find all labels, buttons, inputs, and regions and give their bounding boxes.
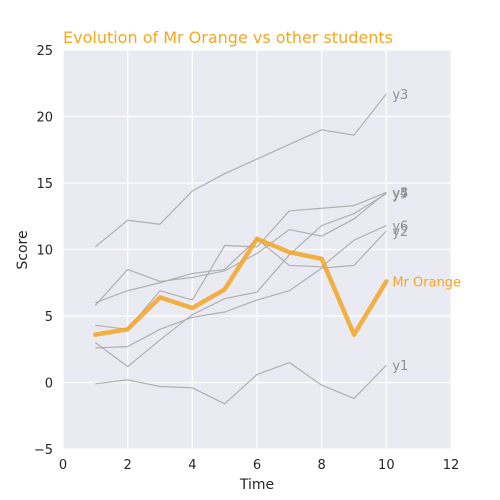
y-tick-label: 10	[36, 244, 53, 259]
x-tick-label: 4	[188, 458, 196, 473]
series-line-y5	[95, 191, 387, 330]
grid	[62, 49, 452, 450]
x-tick-label: 0	[59, 458, 67, 473]
y-tick-label: 15	[36, 177, 53, 192]
chart-title: Evolution of Mr Orange vs other students	[63, 28, 393, 47]
series-line-y3	[94, 93, 387, 248]
series-label-y5: y5	[392, 186, 408, 201]
series-lines	[93, 93, 389, 405]
series-label-y1: y1	[392, 359, 408, 374]
series-line-highlight	[93, 236, 389, 337]
series-label-highlight: Mr Orange	[392, 275, 461, 290]
x-tick-label: 8	[318, 458, 326, 473]
y-tick-label: 0	[45, 377, 53, 392]
tick-labels: 0 2 4 6 8 10 12 −5 0 5 10 15 20 25	[34, 44, 459, 473]
series-label-y2: y2	[392, 225, 408, 240]
series-label-y3: y3	[392, 88, 408, 103]
x-tick-label: 2	[124, 458, 132, 473]
y-tick-label: 25	[36, 44, 53, 59]
x-tick-label: 12	[443, 458, 460, 473]
y-tick-label: 20	[36, 111, 53, 126]
series-line-y1	[95, 361, 387, 405]
series-label-y6: y6	[392, 220, 408, 235]
x-axis-title: Time	[239, 477, 274, 493]
series-line-y2	[95, 230, 387, 349]
y-axis-title: Score	[15, 230, 31, 269]
x-tick-label: 10	[378, 458, 395, 473]
series-label-y4: y4	[392, 186, 408, 201]
x-tick-label: 6	[253, 458, 261, 473]
series-label-y7: y7	[392, 188, 408, 203]
series-line-y6	[95, 225, 387, 304]
series-line-y7	[94, 193, 387, 368]
y-tick-label: −5	[34, 443, 53, 458]
y-tick-label: 5	[45, 310, 53, 325]
